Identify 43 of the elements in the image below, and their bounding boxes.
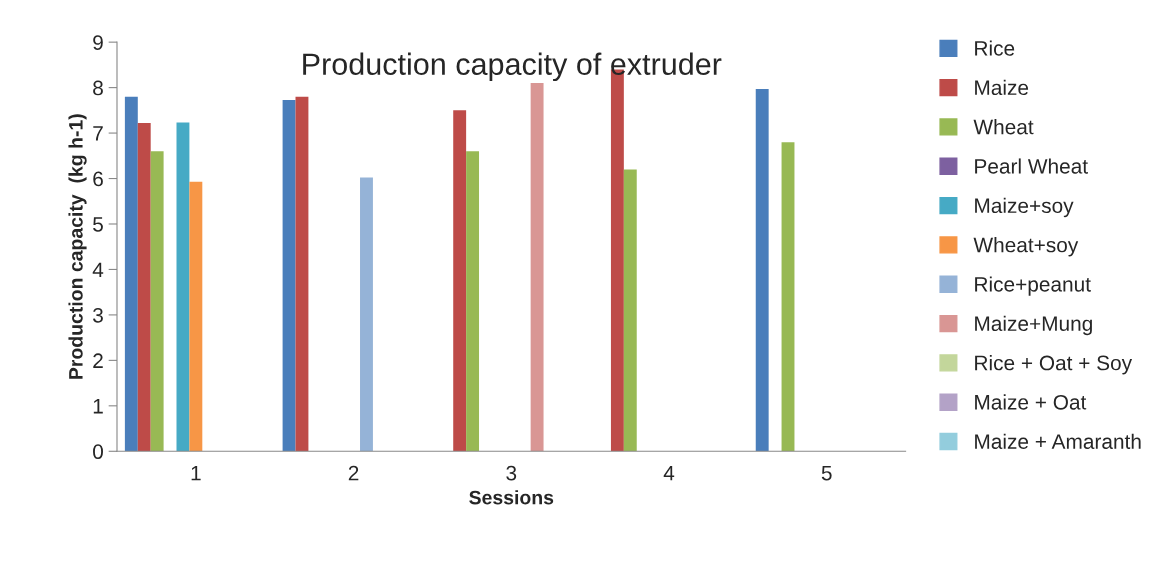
y-tick-label: 9: [93, 35, 103, 50]
legend-label: Wheat+soy: [973, 237, 1079, 257]
legend-label: Maize+Mung: [975, 315, 1092, 336]
y-tick-label: 2: [93, 353, 103, 368]
bar: [189, 181, 203, 452]
bar: [295, 96, 309, 452]
y-tick-label: 8: [93, 80, 103, 96]
bar: [137, 123, 151, 452]
x-tick-label: 2: [348, 465, 359, 481]
bar: [530, 83, 544, 452]
legend-label: Rice + Oat + Soy: [975, 355, 1133, 375]
y-tick-label: 1: [93, 399, 103, 414]
legend-label: Maize: [975, 79, 1029, 96]
bar: [781, 142, 795, 452]
x-tick-label: 3: [506, 465, 517, 481]
legend-label: Maize + Oat: [975, 394, 1087, 410]
bar: [360, 177, 373, 452]
bar: [453, 110, 467, 452]
bar: [466, 151, 480, 452]
bar: [755, 88, 769, 452]
x-tick-label: 4: [663, 465, 675, 481]
legend-label: Rice+peanut: [975, 276, 1091, 296]
y-tick-label: 6: [93, 171, 103, 187]
bar: [150, 151, 164, 452]
y-tick-label: 4: [92, 262, 104, 277]
chart-title: Production capacity of extruder: [303, 52, 722, 82]
legend-label: Rice: [975, 40, 1015, 56]
legend-label: Pearl Wheat: [975, 158, 1088, 174]
bar: [124, 96, 138, 452]
legend-label: Maize + Amaranth: [975, 433, 1141, 449]
x-tick-label: 5: [821, 465, 832, 481]
bar: [623, 169, 637, 452]
x-tick-label: 1: [191, 465, 201, 481]
y-tick-label: 0: [93, 444, 103, 460]
y-axis-title: Production capacity (kg h-1): [68, 114, 87, 379]
y-tick-label: 7: [93, 126, 103, 141]
legend-label: Maize+soy: [975, 197, 1074, 218]
y-tick-label: 5: [93, 217, 103, 232]
y-tick-label: 3: [93, 307, 103, 323]
bar: [282, 99, 296, 452]
x-axis-title: Sessions: [469, 490, 554, 505]
bar: [176, 122, 190, 452]
legend-label: Wheat: [973, 119, 1034, 135]
